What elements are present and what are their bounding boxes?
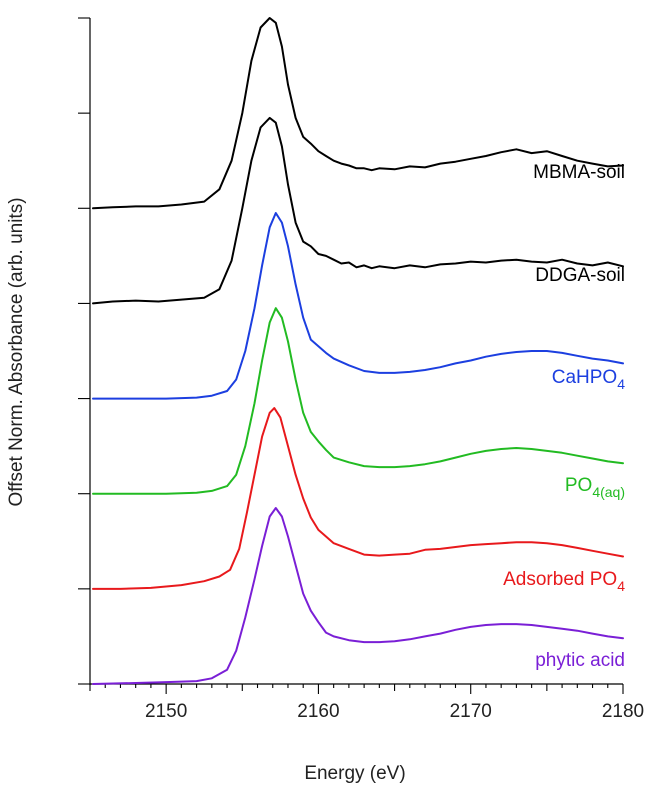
series-line-mbma-soil — [92, 17, 624, 210]
series-label: phytic acid — [535, 650, 625, 671]
series-label-text: DDGA-soil — [535, 265, 625, 286]
series-label: PO4(aq) — [565, 475, 625, 500]
series-label-subscript: 4(aq) — [592, 484, 625, 500]
series-label-text: phytic acid — [535, 650, 625, 671]
series-label-subscript: 4 — [617, 578, 625, 594]
x-tick-label: 2160 — [297, 701, 339, 722]
x-tick-label: 2150 — [145, 701, 187, 722]
y-axis — [78, 17, 91, 685]
x-axis: 2150 2160 2170 2180 — [89, 683, 644, 722]
series-line-adsorbed-po4 — [92, 407, 624, 590]
series-line-phytic-acid — [92, 507, 624, 685]
series-line-cahpo4 — [92, 212, 624, 400]
x-tick-label: 2180 — [602, 701, 644, 722]
series-label-text: Adsorbed PO — [503, 569, 617, 590]
series-label-text: CaHPO — [552, 367, 617, 388]
series-label: Adsorbed PO4 — [503, 569, 625, 594]
series-label: MBMA-soil — [533, 162, 625, 183]
series-line-ddga-soil — [92, 116, 624, 305]
series-label-text: MBMA-soil — [533, 162, 625, 183]
series-label-text: PO — [565, 475, 592, 496]
series-layer — [92, 17, 624, 685]
x-tick-label: 2170 — [450, 701, 492, 722]
series-line-po4-aq- — [92, 307, 624, 495]
series-label: DDGA-soil — [535, 265, 625, 286]
series-label: CaHPO4 — [552, 367, 625, 392]
series-label-subscript: 4 — [617, 376, 625, 392]
y-axis-title: Offset Norm. Absorbance (arb. units) — [6, 197, 27, 506]
x-axis-title: Energy (eV) — [304, 763, 405, 784]
